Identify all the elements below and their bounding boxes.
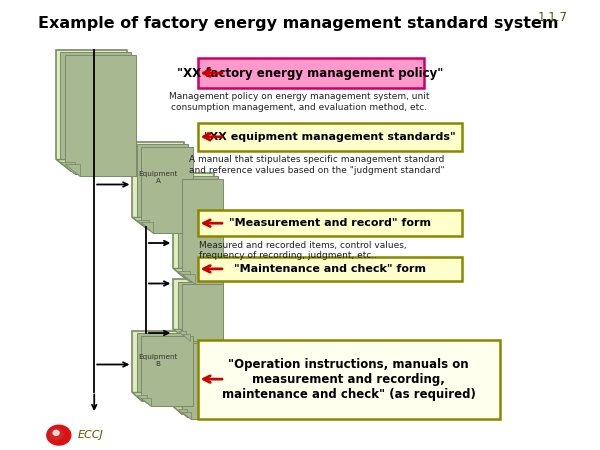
Text: Measured and recorded items, control values,
frequency of recording, judgment, e: Measured and recorded items, control val… — [199, 241, 407, 260]
Polygon shape — [178, 331, 185, 338]
Polygon shape — [182, 274, 194, 284]
Polygon shape — [178, 271, 190, 282]
Polygon shape — [182, 334, 190, 341]
Text: 1.1.7: 1.1.7 — [538, 11, 568, 24]
Polygon shape — [56, 50, 127, 171]
Polygon shape — [178, 176, 218, 282]
Polygon shape — [65, 164, 80, 176]
Polygon shape — [182, 343, 223, 419]
Text: "Operation instructions, manuals on
measurement and recording,
maintenance and c: "Operation instructions, manuals on meas… — [222, 358, 476, 400]
FancyBboxPatch shape — [197, 256, 462, 281]
Polygon shape — [141, 336, 193, 406]
Polygon shape — [137, 395, 147, 403]
Polygon shape — [178, 409, 187, 417]
Polygon shape — [65, 55, 136, 176]
Text: A manual that stipulates specific management standard
and reference values based: A manual that stipulates specific manage… — [189, 155, 445, 175]
Polygon shape — [173, 338, 214, 414]
Text: "Measurement and record" form: "Measurement and record" form — [229, 218, 431, 228]
Polygon shape — [178, 340, 218, 417]
Polygon shape — [173, 328, 181, 335]
Circle shape — [50, 429, 63, 440]
Polygon shape — [173, 268, 186, 279]
Text: Equipment
A: Equipment A — [139, 171, 178, 184]
Polygon shape — [182, 179, 223, 284]
Polygon shape — [133, 142, 184, 227]
Polygon shape — [141, 397, 151, 406]
FancyBboxPatch shape — [197, 340, 500, 418]
Text: "XX factory energy management policy": "XX factory energy management policy" — [178, 67, 444, 80]
Polygon shape — [173, 279, 214, 335]
Polygon shape — [133, 217, 145, 227]
Polygon shape — [133, 392, 142, 400]
FancyBboxPatch shape — [197, 58, 424, 88]
Polygon shape — [137, 333, 188, 403]
Polygon shape — [137, 144, 188, 230]
Polygon shape — [182, 284, 223, 341]
Circle shape — [47, 425, 71, 445]
Text: Example of factory energy management standard system: Example of factory energy management sta… — [38, 16, 559, 31]
Polygon shape — [61, 162, 75, 174]
Polygon shape — [141, 147, 193, 233]
Polygon shape — [173, 173, 214, 279]
Text: Management policy on energy management system, unit
consumption management, and : Management policy on energy management s… — [169, 92, 430, 112]
Text: "XX equipment management standards": "XX equipment management standards" — [204, 132, 455, 142]
FancyBboxPatch shape — [197, 123, 462, 151]
Polygon shape — [178, 282, 218, 338]
Polygon shape — [182, 412, 191, 419]
Polygon shape — [173, 406, 182, 414]
Text: ECCJ: ECCJ — [77, 430, 103, 440]
Polygon shape — [141, 222, 154, 233]
Polygon shape — [133, 331, 184, 400]
Polygon shape — [137, 220, 149, 230]
Polygon shape — [56, 159, 71, 171]
Circle shape — [53, 430, 59, 436]
FancyBboxPatch shape — [197, 210, 462, 236]
Polygon shape — [61, 52, 131, 174]
Text: Equipment
B: Equipment B — [139, 354, 178, 367]
Text: "Maintenance and check" form: "Maintenance and check" form — [234, 264, 426, 274]
